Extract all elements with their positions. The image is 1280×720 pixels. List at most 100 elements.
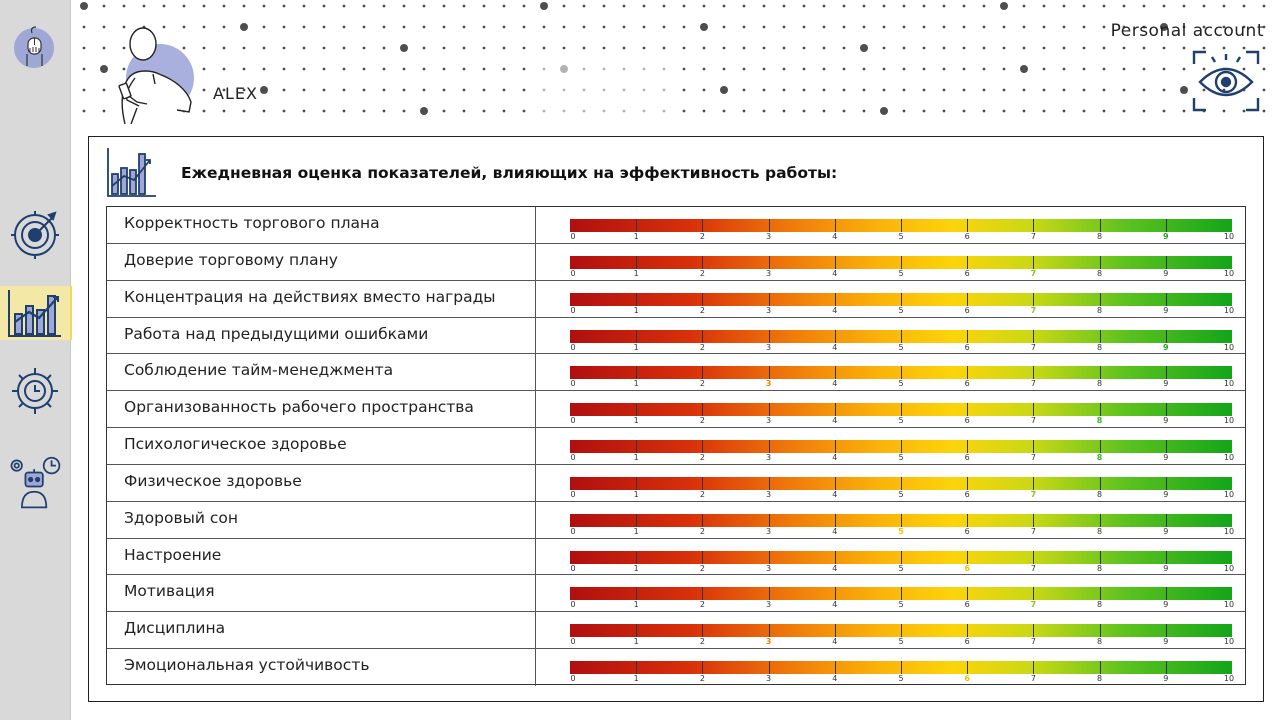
- scale-number[interactable]: 2: [699, 637, 705, 647]
- scale-number[interactable]: 10: [1223, 342, 1235, 352]
- scale-number[interactable]: 10: [1223, 526, 1235, 536]
- scale-number[interactable]: 5: [898, 637, 904, 647]
- scale-number[interactable]: 8: [1097, 600, 1103, 610]
- scale-number[interactable]: 9: [1163, 563, 1169, 573]
- scale-number[interactable]: 4: [832, 489, 838, 499]
- scale-number[interactable]: 0: [570, 637, 576, 647]
- selected-score[interactable]: 7: [1030, 268, 1037, 278]
- scale-number[interactable]: 3: [766, 489, 772, 499]
- rating-scale[interactable]: 0 1 2 3 4 5 6 7 8 9 10: [570, 476, 1235, 499]
- scale-number[interactable]: 9: [1163, 416, 1169, 426]
- scale-number[interactable]: 0: [570, 232, 576, 241]
- scale-number[interactable]: 3: [766, 674, 772, 684]
- scale-number[interactable]: 0: [570, 674, 576, 684]
- scale-number[interactable]: 4: [832, 453, 838, 463]
- scale-number[interactable]: 0: [570, 489, 576, 499]
- scale-number[interactable]: 4: [832, 637, 838, 647]
- scale-number[interactable]: 2: [699, 232, 705, 241]
- scale-number[interactable]: 3: [766, 268, 772, 278]
- scale-number[interactable]: 6: [964, 268, 970, 278]
- scale-number[interactable]: 7: [1030, 342, 1036, 352]
- scale-number[interactable]: 10: [1223, 489, 1235, 499]
- scale-number[interactable]: 3: [766, 600, 772, 610]
- selected-score[interactable]: 6: [964, 674, 970, 684]
- scale-number[interactable]: 5: [898, 674, 904, 684]
- selected-score[interactable]: 9: [1163, 342, 1169, 352]
- scale-number[interactable]: 4: [832, 268, 838, 278]
- scale-number[interactable]: 10: [1223, 416, 1235, 426]
- scale-number[interactable]: 10: [1223, 379, 1235, 389]
- hand-cursor-icon[interactable]: [12, 24, 58, 70]
- rating-scale[interactable]: 0 1 2 3 4 5 6 7 8 9 10: [570, 366, 1235, 389]
- scale-number[interactable]: 9: [1163, 674, 1169, 684]
- scale-number[interactable]: 1: [633, 379, 639, 389]
- rating-scale[interactable]: 0 1 2 3 4 5 6 7 8 9 10: [570, 403, 1235, 426]
- scale-number[interactable]: 8: [1097, 379, 1103, 389]
- scale-number[interactable]: 0: [570, 342, 576, 352]
- selected-score[interactable]: 7: [1030, 489, 1037, 499]
- scale-number[interactable]: 7: [1030, 563, 1036, 573]
- eye-icon[interactable]: [1192, 48, 1260, 114]
- scale-number[interactable]: 8: [1097, 526, 1103, 536]
- scale-number[interactable]: 9: [1163, 526, 1169, 536]
- scale-number[interactable]: 4: [832, 563, 838, 573]
- scale-number[interactable]: 8: [1097, 637, 1103, 647]
- scale-number[interactable]: 10: [1223, 674, 1235, 684]
- scale-number[interactable]: 6: [964, 526, 970, 536]
- scale-number[interactable]: 8: [1097, 268, 1103, 278]
- scale-number[interactable]: 6: [964, 453, 970, 463]
- scale-number[interactable]: 5: [898, 416, 904, 426]
- growth-chart-icon[interactable]: [0, 286, 72, 340]
- scale-number[interactable]: 10: [1223, 453, 1235, 463]
- scale-number[interactable]: 10: [1223, 268, 1235, 278]
- scale-number[interactable]: 4: [832, 305, 838, 315]
- scale-number[interactable]: 6: [964, 379, 970, 389]
- scale-number[interactable]: 1: [633, 674, 639, 684]
- scale-number[interactable]: 0: [570, 379, 576, 389]
- selected-score[interactable]: 9: [1163, 232, 1169, 241]
- scale-number[interactable]: 3: [766, 563, 772, 573]
- scale-number[interactable]: 4: [832, 600, 838, 610]
- scale-number[interactable]: 6: [964, 600, 970, 610]
- scale-number[interactable]: 9: [1163, 268, 1169, 278]
- rating-scale[interactable]: 0 1 2 3 4 5 6 7 8 9 10: [570, 624, 1235, 647]
- scale-number[interactable]: 1: [633, 637, 639, 647]
- scale-number[interactable]: 7: [1030, 416, 1036, 426]
- scale-number[interactable]: 0: [570, 526, 576, 536]
- scale-number[interactable]: 8: [1097, 305, 1103, 315]
- scale-number[interactable]: 2: [699, 563, 705, 573]
- scale-number[interactable]: 0: [570, 305, 576, 315]
- scale-number[interactable]: 1: [633, 489, 639, 499]
- scale-number[interactable]: 5: [898, 305, 904, 315]
- scale-number[interactable]: 3: [766, 453, 772, 463]
- selected-score[interactable]: 5: [898, 526, 904, 536]
- scale-number[interactable]: 1: [633, 563, 639, 573]
- scale-number[interactable]: 2: [699, 600, 705, 610]
- scale-number[interactable]: 9: [1163, 600, 1169, 610]
- scale-number[interactable]: 5: [898, 563, 904, 573]
- selected-score[interactable]: 3: [765, 379, 772, 389]
- scale-number[interactable]: 1: [633, 268, 639, 278]
- scale-number[interactable]: 0: [570, 416, 576, 426]
- selected-score[interactable]: 3: [765, 637, 772, 647]
- scale-number[interactable]: 7: [1030, 453, 1036, 463]
- rating-scale[interactable]: 0 1 2 3 4 5 6 7 8 9 10: [570, 329, 1235, 352]
- rating-scale[interactable]: 0 1 2 3 4 5 6 7 8 9 10: [570, 587, 1235, 610]
- scale-number[interactable]: 9: [1163, 379, 1169, 389]
- scale-number[interactable]: 10: [1223, 637, 1235, 647]
- selected-score[interactable]: 8: [1096, 416, 1103, 426]
- rating-scale[interactable]: 0 1 2 3 4 5 6 7 8 9 10: [570, 219, 1234, 241]
- scale-number[interactable]: 1: [633, 342, 639, 352]
- scale-number[interactable]: 4: [832, 674, 838, 684]
- selected-score[interactable]: 6: [964, 563, 970, 573]
- scale-number[interactable]: 10: [1223, 600, 1235, 610]
- scale-number[interactable]: 2: [699, 416, 705, 426]
- scale-number[interactable]: 4: [832, 416, 838, 426]
- scale-number[interactable]: 2: [699, 268, 705, 278]
- scale-number[interactable]: 4: [832, 232, 838, 241]
- rating-scale[interactable]: 0 1 2 3 4 5 6 7 8 9 10: [570, 255, 1235, 278]
- scale-number[interactable]: 5: [898, 600, 904, 610]
- scale-number[interactable]: 9: [1163, 305, 1169, 315]
- selected-score[interactable]: 8: [1096, 453, 1103, 463]
- scale-number[interactable]: 5: [898, 268, 904, 278]
